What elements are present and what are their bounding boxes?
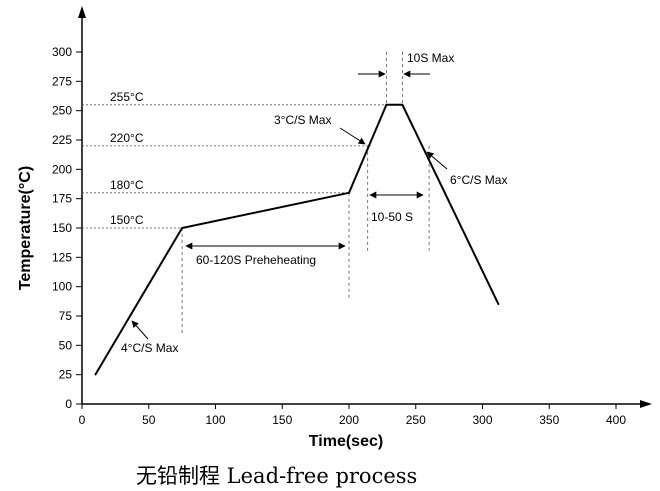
profile-line bbox=[94, 103, 500, 376]
ref-label-180: 180°C bbox=[110, 178, 144, 192]
y-tick-label: 300 bbox=[52, 45, 72, 59]
y-axis-title: Temperature(°C) bbox=[17, 166, 34, 290]
x-tick-label: 250 bbox=[406, 413, 426, 427]
y-tick-label: 175 bbox=[52, 192, 72, 206]
x-axis-arrow bbox=[640, 400, 652, 408]
ramp-up-2-label: 3°C/S Max bbox=[274, 113, 331, 127]
preheat-label: 60-120S Preheheating bbox=[196, 253, 316, 267]
y-tick-label: 250 bbox=[52, 104, 72, 118]
x-tick-label: 150 bbox=[272, 413, 292, 427]
y-tick-label: 0 bbox=[65, 397, 72, 411]
x-tick-label: 400 bbox=[606, 413, 626, 427]
ramp-down-label: 6°C/S Max bbox=[450, 173, 507, 187]
caption: 无铅制程 Lead-free process bbox=[136, 464, 417, 488]
profile-points bbox=[94, 104, 500, 376]
x-tick-label: 300 bbox=[472, 413, 492, 427]
profile-point bbox=[401, 104, 404, 106]
x-tick-label: 50 bbox=[142, 413, 156, 427]
x-ticks: 0 50 100 150 200 250 300 350 400 bbox=[79, 404, 626, 427]
y-axis-arrow bbox=[78, 6, 86, 18]
reference-lines bbox=[82, 104, 387, 229]
vertical-guides bbox=[181, 52, 430, 334]
y-ticks: 0 25 50 75 100 125 150 175 200 225 250 275 300 bbox=[52, 45, 82, 411]
ref-label-220: 220°C bbox=[110, 131, 144, 145]
ramp-up-2-pointer bbox=[339, 127, 366, 145]
profile-point bbox=[181, 227, 183, 229]
x-axis-title: Time(sec) bbox=[309, 433, 383, 450]
profile-point bbox=[497, 303, 500, 306]
profile-point bbox=[348, 192, 350, 194]
x-tick-label: 350 bbox=[539, 413, 559, 427]
peak-label: 10S Max bbox=[407, 51, 454, 65]
ref-label-255: 255°C bbox=[110, 90, 144, 104]
profile-point bbox=[94, 373, 97, 376]
y-tick-label: 125 bbox=[52, 250, 72, 264]
ref-label-150: 150°C bbox=[110, 213, 144, 227]
x-tick-label: 200 bbox=[339, 413, 359, 427]
ramp-down-pointer bbox=[426, 151, 448, 170]
y-tick-label: 100 bbox=[52, 280, 72, 294]
y-tick-label: 275 bbox=[52, 74, 72, 88]
y-tick-label: 25 bbox=[59, 368, 73, 382]
ramp-up-1-label: 4°C/S Max bbox=[121, 341, 178, 355]
above-220-label: 10-50 S bbox=[371, 210, 413, 224]
x-tick-label: 0 bbox=[79, 413, 86, 427]
y-tick-label: 200 bbox=[52, 162, 72, 176]
y-tick-label: 75 bbox=[59, 309, 73, 323]
y-tick-label: 150 bbox=[52, 221, 72, 235]
y-tick-label: 50 bbox=[59, 338, 73, 352]
profile-point bbox=[385, 104, 388, 106]
ramp-up-1-pointer bbox=[131, 320, 149, 340]
y-tick-label: 225 bbox=[52, 133, 72, 147]
x-tick-label: 100 bbox=[205, 413, 225, 427]
